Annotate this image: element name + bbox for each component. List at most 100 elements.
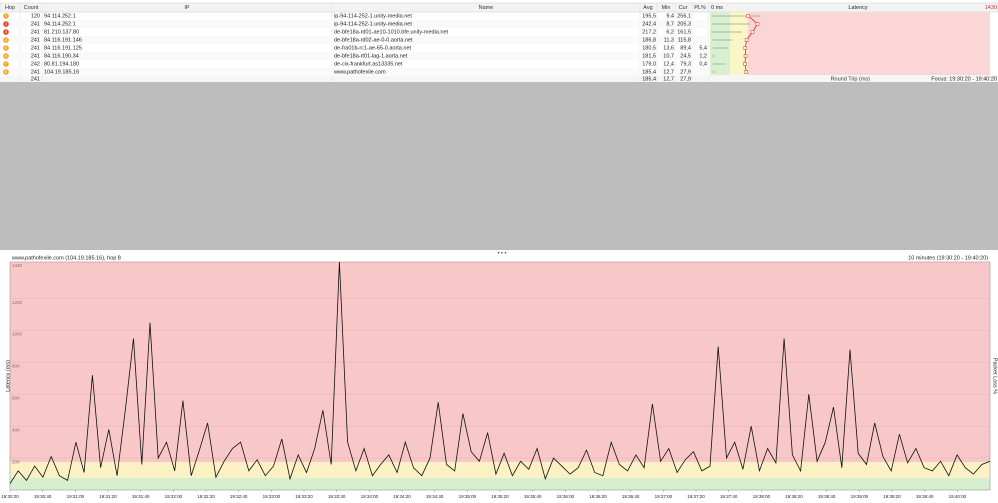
x-tick-label: 19:32:20 — [197, 494, 215, 499]
x-tick-label: 19:30:20 — [1, 494, 19, 499]
summary-label: Round Trip (ms) — [831, 76, 871, 82]
chart-title: www.pathofexile.com (104.19.185.16), hop… — [11, 255, 121, 261]
name: de-bfe18a-rd02-ae-0-0.aorta.net — [334, 37, 413, 43]
y-tick-label: 600 — [12, 396, 20, 401]
count: 241 — [31, 37, 40, 43]
cur: 79,3 — [680, 61, 691, 67]
table-header — [0, 2, 998, 13]
ip: 84.116.191.125 — [44, 45, 82, 51]
name: ip-94-114-252-1.unity-media.net — [334, 13, 412, 19]
count: 241 — [31, 53, 40, 59]
min: 12,4 — [663, 61, 674, 67]
x-tick-label: 19:31:40 — [132, 494, 150, 499]
count: 120 — [31, 13, 40, 19]
avg-marker — [744, 38, 749, 42]
name: de-bfe18a-rd01-ae10-1010.bfe.unity-media… — [334, 29, 449, 35]
column-header: Count — [24, 5, 39, 11]
x-tick-label: 19:33:40 — [328, 494, 346, 499]
avg: 179,0 — [642, 61, 656, 67]
x-tick-label: 19:32:40 — [230, 494, 248, 499]
y-tick-label: 1200 — [12, 300, 23, 305]
min: 6,2 — [666, 29, 674, 35]
column-header: Cur — [679, 5, 688, 11]
latency-title: Latency — [848, 5, 868, 11]
x-tick-label: 19:34:40 — [426, 494, 444, 499]
avg: 185,4 — [642, 69, 656, 75]
x-tick-label: 19:36:00 — [557, 494, 575, 499]
avg-marker — [743, 54, 748, 58]
zone-red — [10, 262, 990, 462]
mini-yellow — [730, 12, 748, 75]
latency-max: 1430 — [985, 5, 997, 11]
name: www.pathofexile.com — [333, 69, 386, 75]
cur: 27,9 — [680, 69, 691, 75]
count: 241 — [31, 21, 40, 27]
row-stripe — [0, 52, 708, 60]
focus: Focus: 19:30:20 - 19:40:20 — [931, 76, 997, 82]
avg-marker — [744, 70, 749, 74]
column-header: Avg — [643, 5, 652, 11]
y-label: Latency (ms) — [5, 360, 11, 392]
hop-icon — [3, 45, 9, 51]
x-tick-label: 19:35:00 — [459, 494, 477, 499]
ip: 94.114.252.1 — [44, 21, 76, 27]
x-tick-label: 19:39:00 — [851, 494, 869, 499]
y-tick-label: 200 — [12, 459, 20, 464]
latency-line — [9, 261, 991, 484]
hop-icon — [3, 69, 9, 75]
x-tick-label: 19:31:00 — [67, 494, 85, 499]
min: 11,3 — [664, 37, 674, 43]
zone-yellow — [10, 462, 990, 478]
x-tick-label: 19:38:20 — [785, 494, 803, 499]
hop-icon — [3, 29, 9, 35]
x-tick-label: 19:36:40 — [622, 494, 640, 499]
count: 241 — [31, 45, 40, 51]
column-header: PL% — [694, 5, 706, 11]
pl: 5,4 — [699, 45, 707, 51]
summary-cur: 27,9 — [680, 76, 691, 82]
x-tick-label: 19:30:40 — [34, 494, 52, 499]
summary-min: 12,7 — [663, 76, 674, 82]
chart-subtitle: 10 minutes (19:30:20 - 19:40:20) — [908, 255, 988, 261]
x-tick-label: 19:33:20 — [295, 494, 313, 499]
column-header: IP — [184, 5, 190, 11]
hop-number: 2 — [5, 21, 8, 26]
column-header: Name — [479, 5, 494, 11]
x-tick-label: 19:37:00 — [655, 494, 673, 499]
name: de-cix-frankfurt.as13335.net — [334, 61, 403, 67]
row-stripe — [0, 68, 708, 76]
avg: 186,8 — [642, 37, 656, 43]
empty-area — [0, 82, 998, 250]
count: 241 — [31, 69, 40, 75]
mini-red — [748, 12, 990, 75]
y-tick-label: 800 — [12, 364, 20, 369]
splitter[interactable]: • • • — [498, 250, 507, 256]
hop-number: 7 — [5, 61, 8, 66]
avg-marker — [746, 14, 751, 18]
hop-number: 1 — [5, 13, 8, 18]
x-tick-label: 19:38:40 — [818, 494, 836, 499]
ip: 81.210.137.80 — [44, 29, 79, 35]
hop-number: 8 — [5, 69, 8, 74]
ip: 84.116.191.146 — [44, 37, 82, 43]
column-header: Hop — [5, 5, 15, 11]
avg: 180,5 — [642, 45, 656, 51]
hop-icon — [3, 13, 9, 19]
count: 242 — [31, 61, 40, 67]
avg-marker — [750, 30, 755, 34]
x-tick-label: 19:35:20 — [491, 494, 509, 499]
y-tick-label: 1430 — [12, 263, 23, 268]
avg: 242,4 — [642, 21, 656, 27]
y-tick-label: 400 — [12, 427, 20, 432]
min: 13,6 — [663, 45, 674, 51]
hop-number: 3 — [5, 29, 8, 34]
pl: 0,4 — [699, 61, 707, 67]
x-tick-label: 19:39:20 — [883, 494, 901, 499]
name: de-fra01b-rc1-ae-65-0.aorta.net — [334, 45, 412, 51]
x-tick-label: 19:38:00 — [753, 494, 771, 499]
x-tick-label: 19:33:00 — [263, 494, 281, 499]
x-tick-label: 19:32:00 — [165, 494, 183, 499]
cur: 205,3 — [677, 21, 691, 27]
